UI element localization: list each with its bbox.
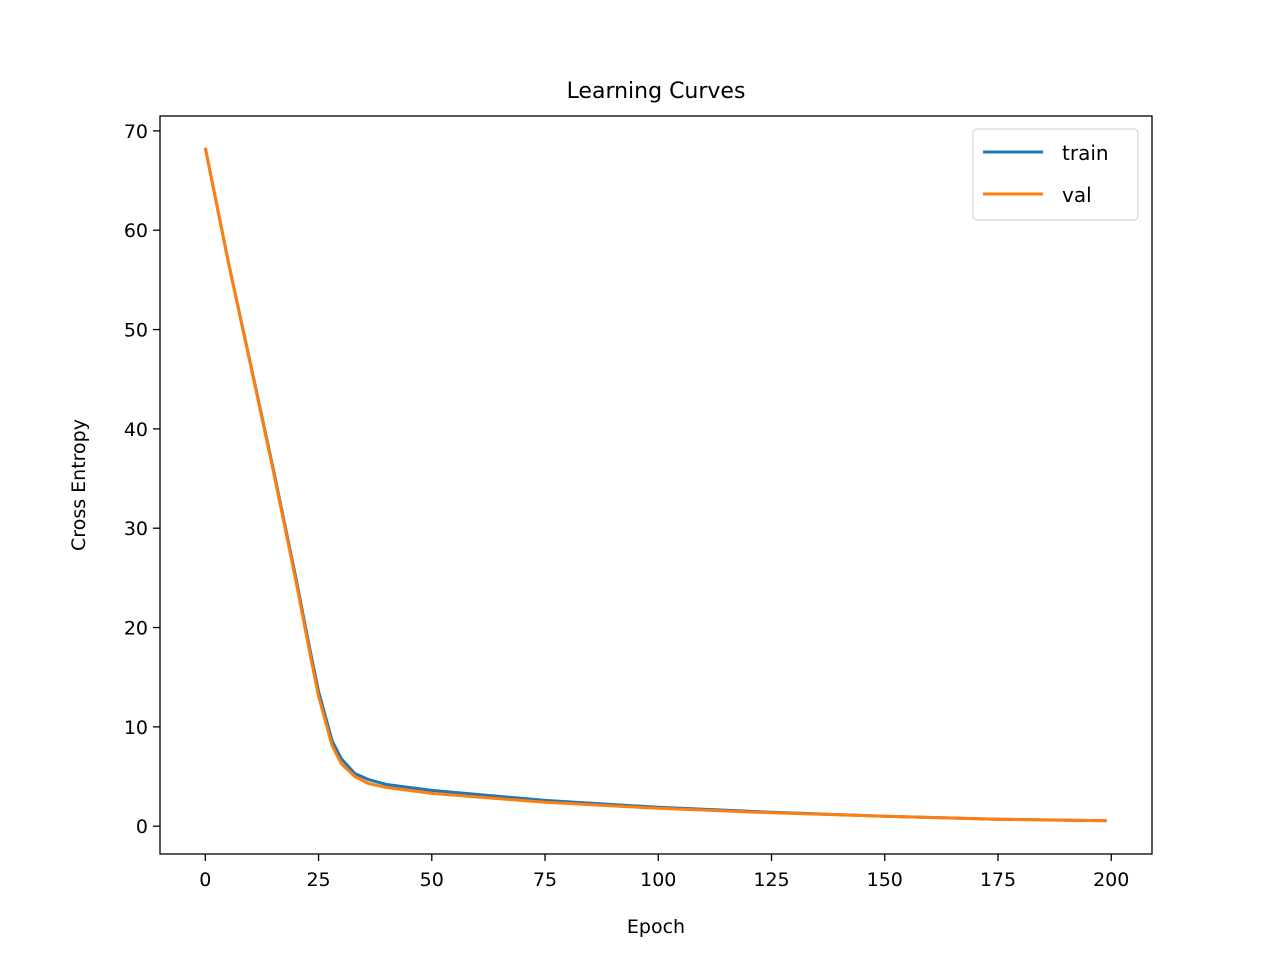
x-tick-label: 75 bbox=[533, 869, 557, 891]
x-tick-label: 25 bbox=[306, 869, 330, 891]
plot-area bbox=[203, 147, 1107, 823]
x-axis-label: Epoch bbox=[627, 916, 685, 938]
series-val-line bbox=[203, 147, 1107, 823]
y-ticks: 0 10 20 30 40 50 60 70 bbox=[124, 121, 160, 838]
x-tick-label: 200 bbox=[1093, 869, 1129, 891]
y-tick-label: 50 bbox=[124, 320, 148, 342]
legend-box bbox=[972, 128, 1139, 221]
x-tick-label: 175 bbox=[980, 869, 1016, 891]
legend-train-label: train bbox=[1062, 141, 1109, 165]
x-ticks: 0 25 50 75 100 125 150 175 200 bbox=[199, 854, 1129, 891]
legend-val-label: val bbox=[1062, 183, 1092, 207]
x-tick-label: 100 bbox=[640, 869, 676, 891]
y-tick-label: 70 bbox=[124, 121, 148, 143]
y-tick-label: 0 bbox=[136, 816, 148, 838]
axes-frame bbox=[159, 115, 1153, 855]
chart-title: Learning Curves bbox=[567, 79, 746, 104]
x-tick-label: 0 bbox=[199, 869, 211, 891]
y-tick-label: 10 bbox=[124, 717, 148, 739]
y-tick-label: 60 bbox=[124, 220, 148, 242]
y-tick-label: 30 bbox=[124, 518, 148, 540]
x-tick-label: 125 bbox=[753, 869, 789, 891]
y-tick-label: 20 bbox=[124, 618, 148, 640]
legend: train val bbox=[972, 128, 1139, 221]
y-axis-label: Cross Entropy bbox=[68, 419, 90, 551]
x-tick-label: 50 bbox=[420, 869, 444, 891]
y-tick-label: 40 bbox=[124, 419, 148, 441]
x-tick-label: 150 bbox=[867, 869, 903, 891]
